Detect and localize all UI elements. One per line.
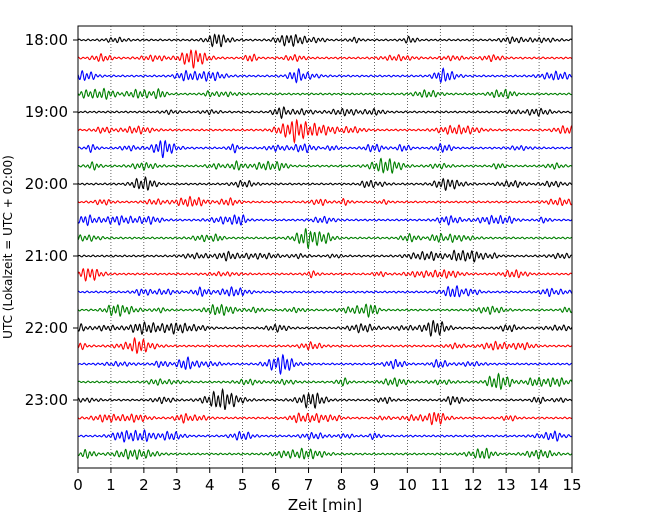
trace-7	[77, 157, 573, 175]
x-tick-label-14: 14	[530, 476, 549, 494]
x-tick-label-2: 2	[139, 476, 149, 494]
trace-11	[77, 228, 572, 250]
trace-13	[77, 267, 573, 282]
plot-frame	[77, 25, 573, 469]
trace-16	[77, 319, 573, 337]
y-tick-label-1: 19:00	[25, 103, 68, 121]
x-axis-label: Zeit [min]	[288, 496, 362, 514]
y-tick-label-2: 20:00	[25, 175, 68, 193]
x-tick-label-3: 3	[172, 476, 182, 494]
trace-2	[77, 67, 573, 84]
x-tick-label-9: 9	[370, 476, 380, 494]
x-tick-label-6: 6	[271, 476, 281, 494]
x-tick-label-1: 1	[106, 476, 116, 494]
x-tick-label-10: 10	[398, 476, 417, 494]
y-axis-label: UTC (Lokalzeit = UTC + 02:00)	[1, 155, 15, 339]
trace-8	[77, 176, 573, 192]
y-tick-label-4: 22:00	[25, 319, 68, 337]
trace-23	[77, 447, 573, 461]
trace-6	[77, 139, 573, 159]
y-tick-label-3: 21:00	[25, 247, 68, 265]
trace-12	[77, 249, 573, 263]
x-tick-label-4: 4	[205, 476, 215, 494]
trace-18	[77, 353, 573, 376]
trace-10	[77, 214, 573, 227]
seismic-traces	[77, 33, 573, 461]
x-tick-label-8: 8	[337, 476, 347, 494]
y-axis: 18:00 19:00 20:00 21:00 22:00 23:00	[25, 31, 78, 409]
trace-4	[77, 106, 573, 120]
x-tick-label-12: 12	[464, 476, 483, 494]
trace-20	[77, 387, 573, 411]
trace-19	[77, 372, 573, 391]
trace-14	[77, 285, 573, 298]
y-tick-label-5: 23:00	[25, 391, 68, 409]
y-tick-label-0: 18:00	[25, 31, 68, 49]
trace-9	[77, 195, 573, 207]
trace-15	[77, 303, 573, 319]
x-tick-label-13: 13	[497, 476, 516, 494]
trace-3	[77, 87, 573, 100]
x-tick-label-0: 0	[73, 476, 83, 494]
trace-0	[77, 33, 573, 48]
x-axis: 0 1 2 3 4 5 6 7 8 9 10 11 12 13 14 15	[73, 468, 582, 494]
trace-22	[77, 429, 573, 443]
trace-17	[77, 336, 573, 355]
x-tick-label-15: 15	[562, 476, 581, 494]
x-tick-label-5: 5	[238, 476, 248, 494]
trace-1	[77, 49, 573, 69]
x-tick-label-11: 11	[431, 476, 450, 494]
x-tick-label-7: 7	[304, 476, 314, 494]
trace-5	[77, 118, 573, 145]
trace-21	[77, 412, 573, 426]
